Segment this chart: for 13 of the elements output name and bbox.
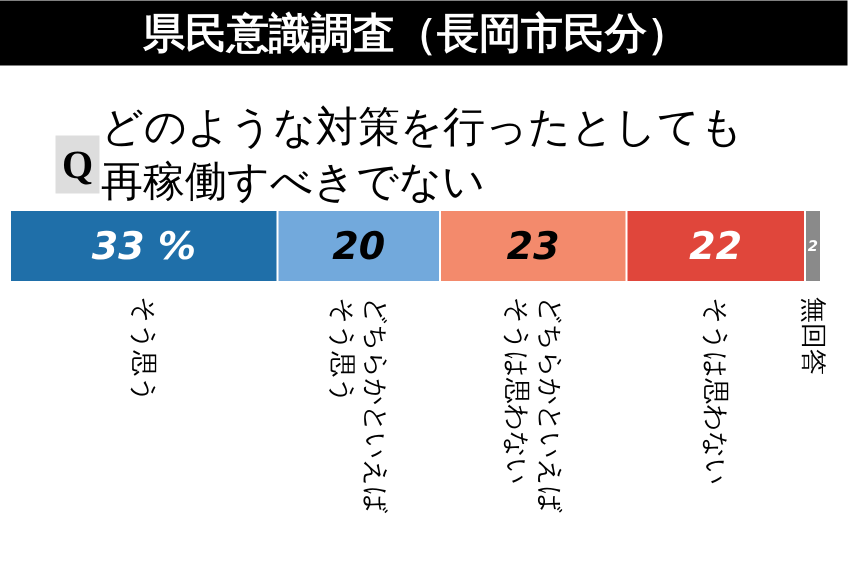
data-label: 23 [506,224,560,268]
data-label: 33 % [92,224,196,268]
text: どちらかといえばそう思う [326,297,391,514]
text: Q [62,142,94,187]
text: そう思う [128,296,158,404]
chart-subtitle: どのような対策を行ったとしても再稼働すべきでない [101,102,743,206]
data-label: 22 [689,224,742,268]
chart-title: 県民意識調査（長岡市民分） [142,8,689,58]
data-label: 20 [332,224,386,268]
text: どちらかといえばそうは思わない [501,296,566,513]
text: そうは思わない [700,297,731,486]
data-label: 2 [808,238,818,256]
text: 無回答 [798,297,828,376]
